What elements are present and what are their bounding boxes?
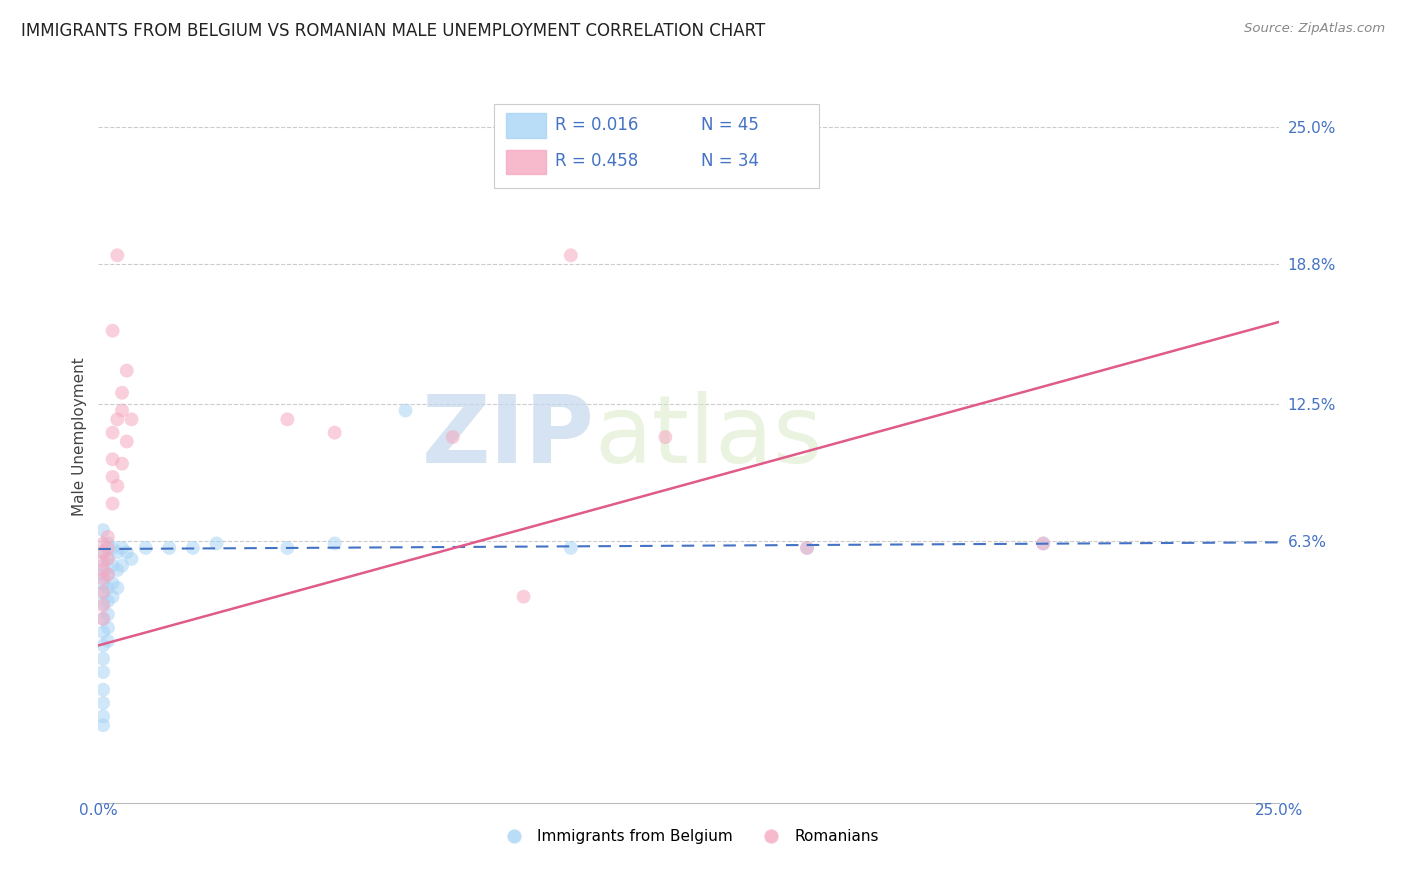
Point	[394, 403, 416, 417]
Point	[115, 545, 138, 559]
Point	[91, 572, 114, 586]
Point	[97, 536, 120, 550]
Text: atlas: atlas	[595, 391, 823, 483]
Point	[97, 594, 120, 608]
Text: Source: ZipAtlas.com: Source: ZipAtlas.com	[1244, 22, 1385, 36]
Point	[97, 567, 120, 582]
Text: N = 45: N = 45	[700, 116, 759, 134]
Point	[91, 718, 114, 732]
Text: R = 0.016: R = 0.016	[555, 116, 638, 134]
Point	[97, 634, 120, 648]
Point	[91, 576, 114, 591]
Point	[323, 536, 346, 550]
Point	[91, 651, 114, 665]
Point	[91, 612, 114, 626]
Point	[91, 563, 114, 577]
Point	[276, 541, 298, 555]
Point	[91, 545, 114, 559]
FancyBboxPatch shape	[494, 104, 818, 188]
Point	[135, 541, 157, 555]
Point	[205, 536, 228, 550]
Point	[91, 682, 114, 697]
Point	[91, 709, 114, 723]
Point	[97, 530, 120, 544]
Point	[101, 558, 124, 573]
Text: IMMIGRANTS FROM BELGIUM VS ROMANIAN MALE UNEMPLOYMENT CORRELATION CHART: IMMIGRANTS FROM BELGIUM VS ROMANIAN MALE…	[21, 22, 765, 40]
Text: 0.0%: 0.0%	[79, 803, 118, 818]
Point	[97, 581, 120, 595]
Point	[91, 625, 114, 640]
Point	[115, 363, 138, 377]
Point	[91, 596, 114, 610]
Point	[91, 696, 114, 710]
Point	[97, 541, 120, 555]
Point	[111, 385, 134, 400]
Point	[91, 639, 114, 653]
FancyBboxPatch shape	[506, 150, 546, 175]
Point	[111, 457, 134, 471]
Point	[101, 425, 124, 440]
Point	[105, 545, 128, 559]
Point	[105, 248, 128, 262]
Point	[91, 545, 114, 559]
Point	[91, 665, 114, 679]
Point	[441, 430, 464, 444]
Text: 25.0%: 25.0%	[1256, 803, 1303, 818]
Point	[560, 541, 582, 555]
Point	[276, 412, 298, 426]
Text: N = 34: N = 34	[700, 153, 759, 170]
Point	[105, 412, 128, 426]
Point	[115, 434, 138, 449]
Point	[105, 479, 128, 493]
Point	[101, 576, 124, 591]
Point	[560, 248, 582, 262]
Point	[105, 581, 128, 595]
Text: R = 0.458: R = 0.458	[555, 153, 638, 170]
Point	[91, 612, 114, 626]
Point	[111, 403, 134, 417]
Legend: Immigrants from Belgium, Romanians: Immigrants from Belgium, Romanians	[494, 822, 884, 850]
Point	[323, 425, 346, 440]
Point	[1032, 536, 1054, 550]
Point	[654, 430, 676, 444]
Point	[91, 599, 114, 613]
Point	[796, 541, 818, 555]
Point	[91, 554, 114, 568]
Point	[91, 567, 114, 582]
Point	[97, 567, 120, 582]
Point	[121, 412, 143, 426]
Point	[157, 541, 180, 555]
Point	[97, 552, 120, 566]
Point	[97, 621, 120, 635]
Point	[512, 590, 534, 604]
Point	[181, 541, 204, 555]
Point	[91, 523, 114, 537]
Point	[796, 541, 818, 555]
Point	[91, 585, 114, 599]
Y-axis label: Male Unemployment: Male Unemployment	[72, 358, 87, 516]
Point	[91, 585, 114, 599]
Point	[1032, 536, 1054, 550]
Point	[101, 324, 124, 338]
Point	[91, 558, 114, 573]
FancyBboxPatch shape	[506, 113, 546, 138]
Point	[101, 497, 124, 511]
Point	[105, 563, 128, 577]
Point	[101, 590, 124, 604]
Point	[101, 541, 124, 555]
Point	[101, 452, 124, 467]
Point	[97, 607, 120, 622]
Point	[91, 536, 114, 550]
Text: ZIP: ZIP	[422, 391, 595, 483]
Point	[111, 558, 134, 573]
Point	[97, 552, 120, 566]
Point	[101, 470, 124, 484]
Point	[111, 541, 134, 555]
Point	[121, 552, 143, 566]
